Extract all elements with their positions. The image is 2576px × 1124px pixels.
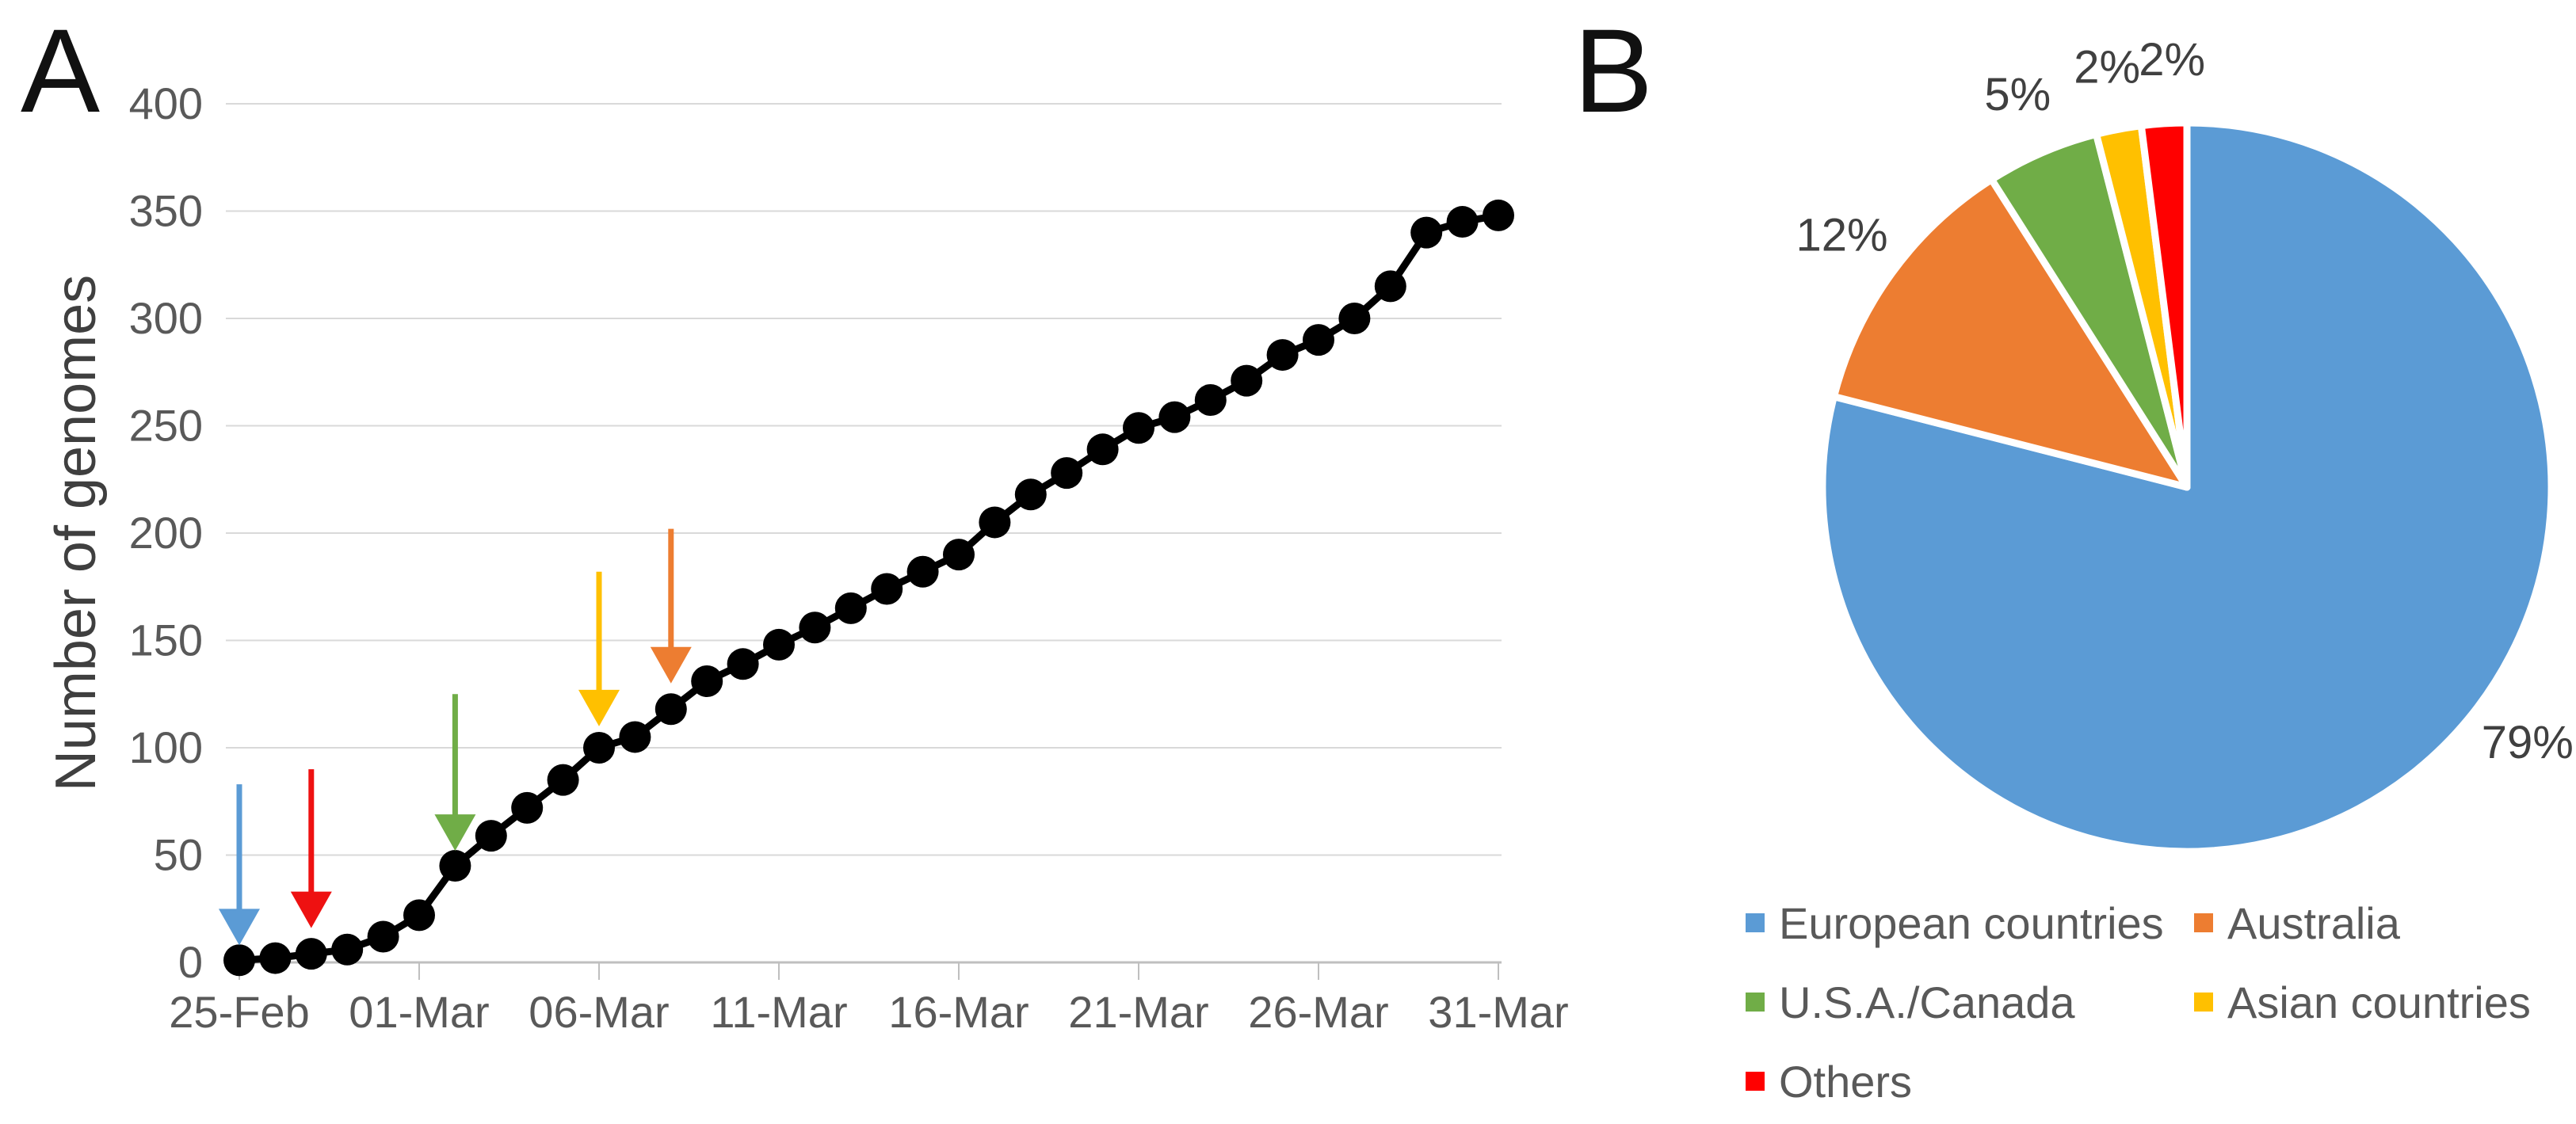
- x-tick-label: 01-Mar: [349, 987, 489, 1037]
- data-point-21-mar: [1123, 412, 1154, 444]
- green-arrow-icon: [434, 814, 476, 852]
- genomes-line-chart: 0 50 100 150 200 250 300 350 400 25-Feb 01-Mar 06-M…: [129, 78, 1569, 1037]
- pie-slice-others: [2137, 119, 2191, 491]
- legend-label-australia: Australia: [2227, 897, 2400, 948]
- legend-label-u-s-a-canada: U.S.A./Canada: [1779, 977, 2075, 1027]
- data-point-29-mar: [1410, 216, 1443, 249]
- blue-arrow-icon: [219, 909, 260, 946]
- pie-slice-australia: [1830, 176, 2191, 491]
- y-tick-label: 0: [178, 937, 203, 987]
- data-point-05-mar: [547, 764, 579, 796]
- y-tick-label: 300: [129, 293, 203, 343]
- data-point-11-mar: [763, 628, 795, 661]
- data-point-01-mar: [403, 899, 435, 932]
- data-point-18-mar: [1014, 478, 1047, 511]
- x-tick-label: 31-Mar: [1428, 987, 1568, 1037]
- y-tick-label: 100: [129, 722, 203, 772]
- pie-percent-label-asian-countries: 2%: [2074, 41, 2140, 93]
- data-point-27-feb: [295, 938, 327, 970]
- legend-swatch-u-s-a-canada: [1746, 993, 1765, 1012]
- legend-item-u-s-a-canada: U.S.A./Canada: [1746, 974, 2194, 1030]
- data-point-28-mar: [1374, 270, 1406, 303]
- data-point-28-feb: [331, 933, 364, 966]
- y-tick-label: 50: [154, 830, 203, 880]
- data-point-19-mar: [1051, 457, 1083, 490]
- legend-item-asian-countries: Asian countries: [2194, 974, 2576, 1030]
- legend-label-asian-countries: Asian countries: [2227, 977, 2531, 1027]
- data-point-26-feb: [259, 942, 292, 974]
- data-point-08-mar: [654, 693, 687, 726]
- legend-swatch-australia: [2194, 913, 2213, 932]
- data-point-31-mar: [1483, 199, 1514, 231]
- data-point-06-mar: [583, 732, 615, 764]
- pie-percent-label-u-s-a-canada: 5%: [1984, 69, 2051, 120]
- countries-pie-chart: 79% 12% 5% 2%2%: [1796, 34, 2574, 855]
- legend-swatch-asian-countries: [2194, 993, 2213, 1012]
- data-point-26-mar: [1303, 324, 1334, 356]
- panel-b-label: B: [1574, 4, 1654, 137]
- y-tick-label: 400: [129, 78, 203, 128]
- data-point-22-mar: [1158, 401, 1191, 433]
- data-point-16-mar: [943, 539, 975, 571]
- y-tick-label: 250: [129, 401, 203, 451]
- pie-percent-label-european-countries: 79%: [2482, 717, 2574, 768]
- data-point-29-feb: [367, 920, 399, 953]
- data-point-03-mar: [475, 820, 507, 852]
- data-point-13-mar: [834, 592, 867, 624]
- data-point-25-mar: [1266, 339, 1299, 371]
- x-tick-label: 16-Mar: [888, 987, 1028, 1037]
- legend-item-others: Others: [1746, 1054, 2194, 1109]
- y-tick-label: 150: [129, 615, 203, 665]
- data-point-27-mar: [1338, 303, 1371, 334]
- x-tick-label: 25-Feb: [169, 987, 309, 1037]
- data-point-07-mar: [619, 721, 651, 753]
- panel-a-label: A: [21, 4, 101, 137]
- data-point-20-mar: [1086, 433, 1119, 466]
- data-point-30-mar: [1446, 206, 1479, 238]
- data-point-15-mar: [906, 555, 939, 588]
- data-point-04-mar: [511, 791, 544, 824]
- data-point-14-mar: [871, 573, 903, 605]
- red-arrow-icon: [290, 891, 332, 928]
- legend-item-australia: Australia: [2194, 895, 2576, 951]
- legend-swatch-others: [1746, 1072, 1765, 1091]
- yellow-arrow-icon: [578, 689, 620, 726]
- x-tick-label: 11-Mar: [710, 987, 847, 1037]
- legend-item-european-countries: European countries: [1746, 895, 2194, 951]
- pie-percent-label-australia: 12%: [1796, 210, 1888, 261]
- data-point-17-mar: [979, 506, 1011, 539]
- orange-arrow-icon: [650, 646, 692, 684]
- x-tick-label: 26-Mar: [1248, 987, 1388, 1037]
- legend-swatch-european-countries: [1746, 913, 1765, 932]
- data-point-24-mar: [1231, 364, 1263, 397]
- legend-label-others: Others: [1779, 1056, 1913, 1107]
- y-tick-label: 350: [129, 186, 203, 236]
- data-point-23-mar: [1194, 383, 1227, 416]
- data-point-25-feb: [223, 944, 255, 977]
- x-tick-label: 21-Mar: [1068, 987, 1208, 1037]
- pie-percent-label-others: 2%: [2139, 34, 2205, 86]
- legend-label-european-countries: European countries: [1779, 897, 2164, 948]
- y-tick-label: 200: [129, 508, 203, 558]
- data-point-09-mar: [691, 665, 723, 697]
- data-point-02-mar: [439, 850, 471, 882]
- data-point-10-mar: [727, 648, 759, 680]
- data-point-12-mar: [799, 612, 831, 644]
- pie-legend: European countries Australia U.S.A./Canada…: [1746, 895, 2576, 1109]
- x-tick-label: 06-Mar: [529, 987, 669, 1037]
